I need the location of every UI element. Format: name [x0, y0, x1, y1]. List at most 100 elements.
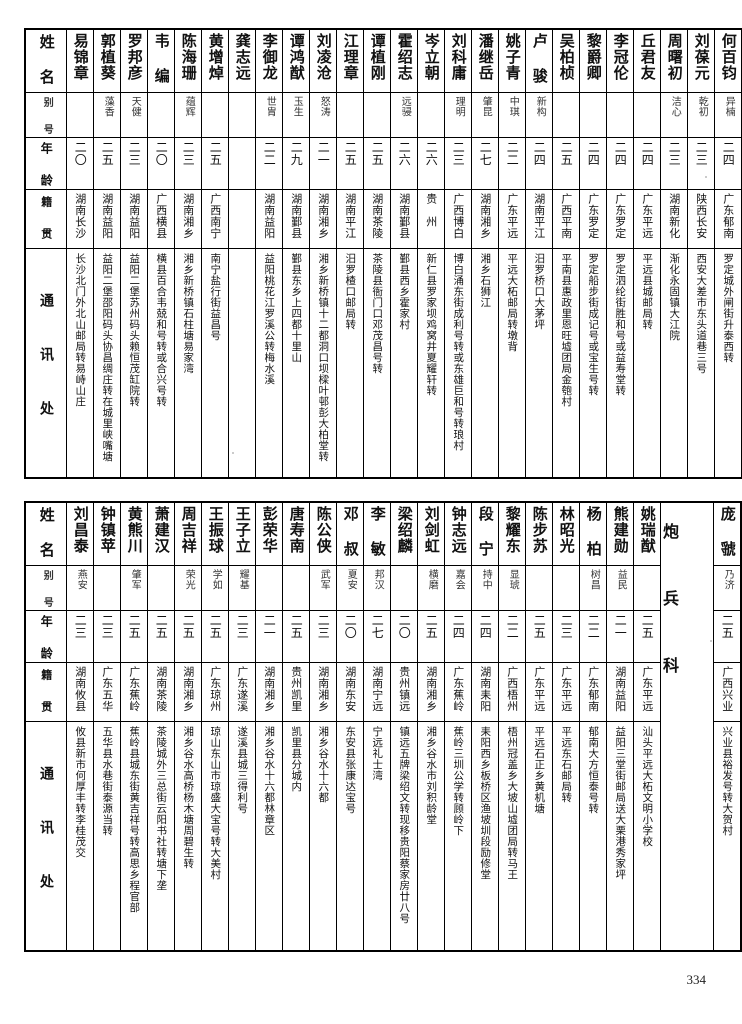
cell-age: 二三	[552, 610, 580, 663]
origin-text: 湖南耒阳	[478, 666, 492, 712]
origin-text: 广东蕉岭	[127, 666, 141, 712]
cell-address: 琼山东山市琼盛大宝号转大美村	[201, 721, 229, 952]
address-text: 宁远礼士湾	[371, 726, 384, 781]
address-text: 鄞县西乡霍家村	[398, 253, 411, 330]
name-text: 潘继岳	[476, 33, 495, 81]
origin-text: 湖南湘乡	[478, 193, 492, 239]
cell-age: 二五	[147, 610, 175, 663]
cell-alias: 远骎	[390, 92, 418, 138]
row-alias: 别 号 燕安 肇军 荣光 学如 耀基 武军 夏安 邦汉 横磨 嘉会 持中 显琥 树昌 益民 乃济	[24, 565, 742, 611]
cell-alias: 嘉会	[444, 565, 472, 611]
cell-origin: 广东遂溪	[228, 662, 256, 722]
origin-text: 湖南茶陵	[370, 193, 384, 239]
age-text: 二五	[343, 141, 358, 166]
address-text: 益阳二堡邵阳码头协昌绸庄转在城里峡嘴塘	[101, 253, 114, 462]
origin-text: 广东罗定	[586, 193, 600, 239]
address-text: 汨罗桥口大茅坪	[533, 253, 546, 330]
name-text: 刘剑虹	[422, 506, 441, 554]
age-text: 二五	[640, 614, 655, 639]
cell-address: 郁南大方恒泰号转	[579, 721, 607, 952]
cell-origin: 湖南湘乡	[471, 189, 499, 249]
name-text: 黎耀东	[503, 506, 522, 554]
cell-age: 二五	[363, 137, 391, 190]
name-text: 谭鸿猷	[287, 33, 306, 81]
address-text: 渐化永固镇大江院	[668, 253, 681, 341]
cell-alias: 藻香	[93, 92, 121, 138]
name-text: 吴柏桢	[557, 33, 576, 81]
name-text: 刘昌泰	[71, 506, 90, 554]
name-text: 江理章	[341, 33, 360, 81]
origin-text: 湖南湘乡	[181, 666, 195, 712]
header-origin: 籍 贯	[24, 189, 67, 249]
age-text: 二三	[235, 614, 250, 639]
cell-address: 五华县水巷街泰源当转	[93, 721, 121, 952]
name-text: 谭植刚	[368, 33, 387, 81]
name-text: 陈公侠	[314, 506, 333, 554]
cell-origin: 广西梧州	[498, 662, 526, 722]
cell-origin: 湖南新化	[660, 189, 688, 249]
origin-text: 贵 州	[424, 193, 438, 228]
alias-text: 燕安	[75, 569, 87, 590]
cell-name: 李御龙	[255, 28, 283, 93]
cell-name: 姚瑞猷	[633, 501, 661, 566]
alias-text: 藻香	[102, 96, 114, 117]
row-address: 通 讯 处 攸县新市何厚丰转李桂茂交 五华县水巷街泰源当转 蕉岭县城东街黄吉祥号转高思…	[24, 721, 742, 952]
cell-age: 二〇	[390, 610, 418, 663]
cell-age: 二六	[390, 137, 418, 190]
cell-address: 西安大差市东头道巷三号	[687, 248, 715, 479]
cell-alias	[336, 92, 364, 138]
cell-age: 二三	[93, 610, 121, 663]
age-text: 二四	[532, 141, 547, 166]
cell-alias: 怒涛	[309, 92, 337, 138]
cell-name: 谭植刚	[363, 28, 391, 93]
alias-text: 肇昆	[480, 96, 492, 117]
age-text: 二四	[721, 141, 736, 166]
name-text: 刘葆元	[692, 33, 711, 81]
cell-age: 二五	[120, 610, 148, 663]
address-text: 琼山东山市琼盛大宝号转大美村	[209, 726, 222, 880]
address-text: 汨罗楂口邮局转	[344, 253, 357, 330]
age-text: 二二	[262, 141, 277, 166]
cell-name: 钟志远	[444, 501, 472, 566]
cell-alias: 学如	[201, 565, 229, 611]
cell-alias: 肇军	[120, 565, 148, 611]
address-text: 南宁盐行街益昌号	[209, 253, 222, 341]
cell-address: 益阳二堡邵阳码头协昌绸庄转在城里峡嘴塘	[93, 248, 121, 479]
cell-origin: 广西南宁	[201, 189, 229, 249]
name-text: 陈步苏	[530, 506, 549, 554]
address-text: 湘乡新桥镇石柱塘易家湾	[182, 253, 195, 374]
origin-text: 广东平远	[532, 666, 546, 712]
age-text: 二六	[424, 141, 439, 166]
origin-text: 广西南宁	[208, 193, 222, 239]
cell-name: 岑立朝	[417, 28, 445, 93]
cell-origin: 贵州凯里	[282, 662, 310, 722]
cell-name: 吴柏桢	[552, 28, 580, 93]
cell-address: 横县百合韦兢和号转或合兴号转	[147, 248, 175, 479]
cell-alias: 肇昆	[471, 92, 499, 138]
row-name: 姓 名易锦章 郭植葵 罗邦彦韦 编陈海珊 黄增焯 龚志远 李御龙 谭鸿猷 刘凌沧 江理章 谭植刚霍…	[24, 28, 742, 93]
cell-alias: 益民	[606, 565, 634, 611]
name-text: 陈海珊	[179, 33, 198, 81]
cell-age: 二三	[660, 137, 688, 190]
cell-address: 蕉岭三圳公学转顾岭下	[444, 721, 472, 952]
alias-text: 耀基	[237, 569, 249, 590]
cell-alias: 横磨	[417, 565, 445, 611]
origin-text: 广东琼州	[208, 666, 222, 712]
age-text: 二三	[316, 614, 331, 639]
origin-text: 湖南益阳	[127, 193, 141, 239]
name-text: 钟志远	[449, 506, 468, 554]
cell-origin: 湖南鄞县	[282, 189, 310, 249]
header-address-text: 通 讯 处	[38, 766, 54, 900]
name-text: 刘凌沧	[314, 33, 333, 81]
cell-origin: 湖南益阳	[120, 189, 148, 249]
cell-name: 龚志远	[228, 28, 256, 93]
cell-origin: 广东琼州	[201, 662, 229, 722]
cell-origin	[228, 189, 256, 249]
row-age: 年 龄二三 二三 二五 二五 二五 二五 二三 二一 二五 二三 二〇 二七 二〇 二五 二四 二四 二二 二五二…	[24, 610, 742, 663]
cell-name: 杨 柏	[579, 501, 607, 566]
alias-text: 世胄	[264, 96, 276, 117]
name-text: 姚子青	[503, 33, 522, 81]
name-text: 何百钧	[719, 33, 738, 81]
header-origin: 籍 贯	[24, 662, 67, 722]
age-text: 二三	[100, 614, 115, 639]
